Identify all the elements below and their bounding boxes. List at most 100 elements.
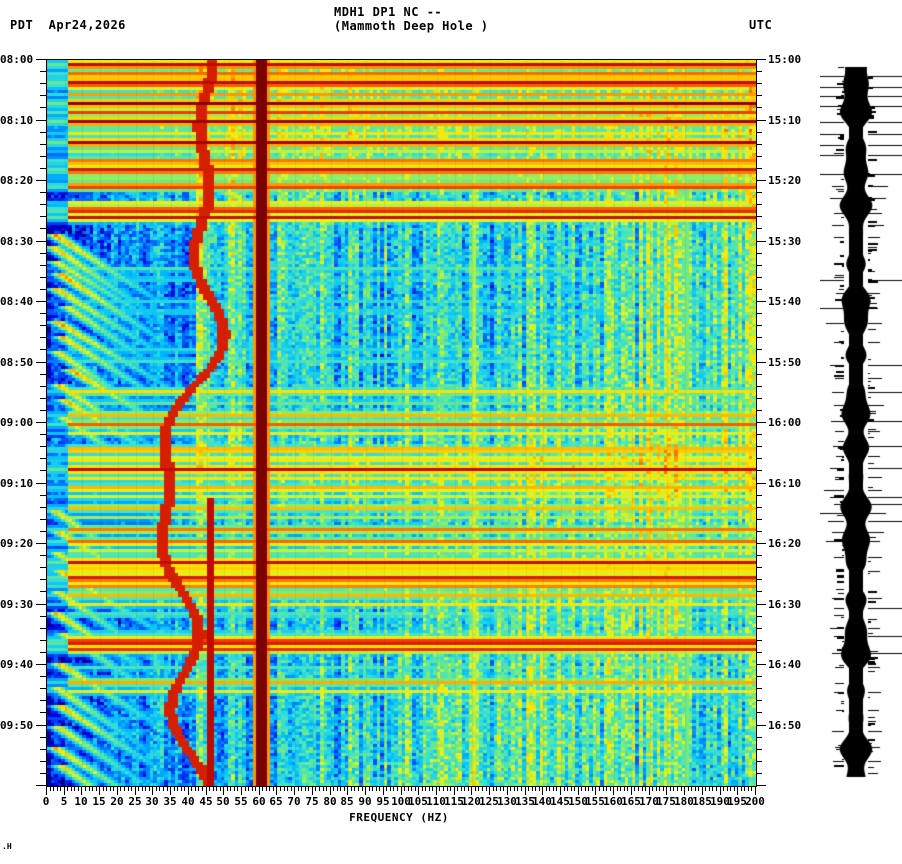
time-tick-minor-left bbox=[40, 289, 46, 290]
time-tick-major-left bbox=[36, 604, 46, 605]
freq-tick-major bbox=[170, 786, 171, 795]
time-tick-minor-right bbox=[756, 507, 762, 508]
time-tick-minor-left bbox=[40, 773, 46, 774]
freq-tick-minor bbox=[574, 786, 575, 791]
freq-tick-minor bbox=[723, 786, 724, 791]
freq-label: 55 bbox=[234, 795, 248, 808]
freq-tick-minor bbox=[369, 786, 370, 791]
freq-tick-minor bbox=[705, 786, 706, 791]
freq-label: 175 bbox=[656, 795, 676, 808]
freq-tick-major bbox=[720, 786, 721, 795]
freq-tick-major bbox=[188, 786, 189, 795]
time-tick-minor-left bbox=[40, 507, 46, 508]
freq-tick-minor bbox=[610, 786, 611, 791]
freq-tick-minor bbox=[429, 786, 430, 791]
time-tick-major-left bbox=[36, 483, 46, 484]
freq-tick-minor bbox=[624, 786, 625, 791]
time-tick-minor-left bbox=[40, 640, 46, 641]
freq-tick-minor bbox=[567, 786, 568, 791]
time-tick-minor-right bbox=[756, 579, 762, 580]
time-label-left: 08:30 bbox=[0, 235, 34, 248]
freq-tick-minor bbox=[645, 786, 646, 791]
time-tick-minor-left bbox=[40, 228, 46, 229]
freq-tick-minor bbox=[673, 786, 674, 791]
time-tick-major-left bbox=[36, 120, 46, 121]
time-tick-minor-left bbox=[40, 579, 46, 580]
freq-tick-major bbox=[471, 786, 472, 795]
freq-tick-minor bbox=[156, 786, 157, 791]
time-tick-minor-left bbox=[40, 337, 46, 338]
time-tick-minor-left bbox=[40, 107, 46, 108]
time-tick-minor-right bbox=[756, 591, 762, 592]
freq-tick-minor bbox=[252, 786, 253, 791]
freq-tick-major bbox=[436, 786, 437, 795]
time-tick-minor-right bbox=[756, 374, 762, 375]
freq-tick-major bbox=[613, 786, 614, 795]
freq-tick-major bbox=[737, 786, 738, 795]
freq-tick-minor bbox=[659, 786, 660, 791]
time-tick-minor-left bbox=[40, 495, 46, 496]
time-tick-minor-right bbox=[756, 277, 762, 278]
freq-tick-minor bbox=[287, 786, 288, 791]
freq-tick-minor bbox=[617, 786, 618, 791]
freq-tick-minor bbox=[255, 786, 256, 791]
time-tick-minor-left bbox=[40, 458, 46, 459]
time-tick-minor-right bbox=[756, 616, 762, 617]
freq-tick-minor bbox=[362, 786, 363, 791]
freq-label: 150 bbox=[568, 795, 588, 808]
time-tick-minor-right bbox=[756, 204, 762, 205]
freq-tick-minor bbox=[439, 786, 440, 791]
freq-label: 145 bbox=[550, 795, 570, 808]
freq-tick-minor bbox=[78, 786, 79, 791]
spectrogram-plot[interactable] bbox=[46, 59, 757, 787]
time-tick-major-left bbox=[36, 422, 46, 423]
freq-label: 0 bbox=[42, 795, 50, 808]
time-label-left: 08:10 bbox=[0, 114, 34, 127]
time-label-right: 15:20 bbox=[768, 174, 802, 187]
freq-tick-major bbox=[81, 786, 82, 795]
freq-label: 60 bbox=[252, 795, 266, 808]
freq-tick-minor bbox=[53, 786, 54, 791]
freq-tick-minor bbox=[393, 786, 394, 791]
freq-tick-minor bbox=[404, 786, 405, 791]
time-tick-minor-left bbox=[40, 555, 46, 556]
time-tick-major-left bbox=[36, 301, 46, 302]
time-tick-minor-left bbox=[40, 277, 46, 278]
freq-label: 65 bbox=[269, 795, 283, 808]
freq-tick-minor bbox=[305, 786, 306, 791]
freq-tick-minor bbox=[149, 786, 150, 791]
freq-tick-minor bbox=[549, 786, 550, 791]
freq-tick-minor bbox=[588, 786, 589, 791]
time-label-right: 15:30 bbox=[768, 235, 802, 248]
time-tick-minor-right bbox=[756, 712, 762, 713]
freq-tick-minor bbox=[464, 786, 465, 791]
time-tick-major-left bbox=[36, 180, 46, 181]
freq-label: 195 bbox=[727, 795, 747, 808]
time-label-left: 08:20 bbox=[0, 174, 34, 187]
time-tick-minor-left bbox=[40, 144, 46, 145]
time-tick-minor-right bbox=[756, 228, 762, 229]
freq-tick-minor bbox=[517, 786, 518, 791]
freq-tick-minor bbox=[301, 786, 302, 791]
time-tick-minor-left bbox=[40, 676, 46, 677]
freq-tick-minor bbox=[638, 786, 639, 791]
freq-label: 100 bbox=[391, 795, 411, 808]
time-tick-minor-left bbox=[40, 410, 46, 411]
time-label-left: 09:50 bbox=[0, 719, 34, 732]
freq-tick-minor bbox=[532, 786, 533, 791]
time-tick-major-right bbox=[756, 120, 766, 121]
freq-tick-minor bbox=[411, 786, 412, 791]
time-tick-major-right bbox=[756, 483, 766, 484]
freq-tick-minor bbox=[500, 786, 501, 791]
freq-label: 35 bbox=[163, 795, 177, 808]
freq-tick-minor bbox=[397, 786, 398, 791]
time-tick-minor-left bbox=[40, 71, 46, 72]
time-tick-minor-right bbox=[756, 446, 762, 447]
time-tick-minor-right bbox=[756, 156, 762, 157]
freq-tick-minor bbox=[585, 786, 586, 791]
freq-tick-minor bbox=[351, 786, 352, 791]
freq-tick-minor bbox=[174, 786, 175, 791]
freq-tick-major bbox=[365, 786, 366, 795]
time-tick-minor-left bbox=[40, 265, 46, 266]
freq-tick-major bbox=[631, 786, 632, 795]
